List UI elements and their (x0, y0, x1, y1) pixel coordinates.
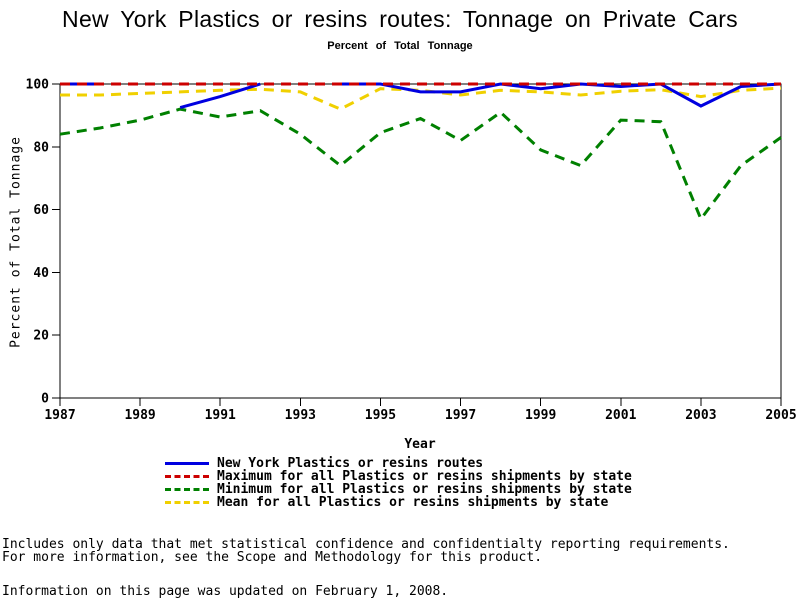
updated-date-note: Information on this page was updated on … (2, 584, 449, 599)
legend-label: Minimum for all Plastics or resins shipm… (217, 482, 632, 497)
x-tick-label: 2005 (765, 408, 796, 423)
legend-item: Mean for all Plastics or resins shipment… (165, 495, 632, 510)
x-tick-label: 1999 (525, 408, 556, 423)
legend-item: Minimum for all Plastics or resins shipm… (165, 482, 632, 497)
legend-line-sample-dashed-icon (165, 475, 209, 478)
footnote-line: Includes only data that met statistical … (2, 537, 730, 552)
legend-label: Maximum for all Plastics or resins shipm… (217, 469, 632, 484)
x-tick-label: 2001 (605, 408, 636, 423)
legend-item: New York Plastics or resins routes (165, 456, 632, 471)
footnote-line: For more information, see the Scope and … (2, 549, 543, 565)
x-tick-label: 1997 (445, 408, 476, 423)
chart-subtitle: Percent of Total Tonnage (327, 40, 473, 52)
series-line-3 (60, 86, 782, 111)
x-tick-label: 1993 (285, 408, 316, 423)
series-line-2 (59, 107, 782, 223)
x-tick-label: 1987 (44, 408, 75, 423)
legend-line-sample-dashed-icon (165, 488, 209, 491)
chart-title: New York Plastics or resins routes: Tonn… (62, 6, 738, 32)
chart-legend: New York Plastics or resins routes Maxim… (165, 456, 632, 510)
y-axis-title: Percent of Total Tonnage (8, 136, 24, 348)
x-axis-title: Year (404, 437, 436, 452)
y-tick-label: 0 (41, 392, 49, 407)
x-tick-label: 2003 (685, 408, 716, 423)
legend-line-sample-solid-icon (165, 462, 209, 465)
legend-line-sample-dashed-icon (165, 501, 209, 504)
footnote: Includes only data that met statistical … (2, 537, 730, 565)
legend-item: Maximum for all Plastics or resins shipm… (165, 469, 632, 484)
y-tick-label: 80 (33, 140, 49, 155)
y-tick-label: 20 (33, 329, 49, 344)
plot-frame (59, 83, 782, 399)
legend-label: New York Plastics or resins routes (217, 456, 484, 471)
y-tick-label: 100 (26, 78, 50, 93)
y-tick-label: 40 (33, 266, 49, 281)
plot-area: 0 20 40 60 80 100 1987 1989 1991 1993 1995 1997 1999… (26, 78, 797, 424)
x-tick-label: 1989 (124, 408, 155, 423)
legend-label: Mean for all Plastics or resins shipment… (217, 495, 609, 510)
x-tick-label: 1991 (205, 408, 236, 423)
y-tick-label: 60 (33, 203, 49, 218)
x-tick-label: 1995 (365, 408, 396, 423)
series-line-0 (60, 82, 782, 110)
